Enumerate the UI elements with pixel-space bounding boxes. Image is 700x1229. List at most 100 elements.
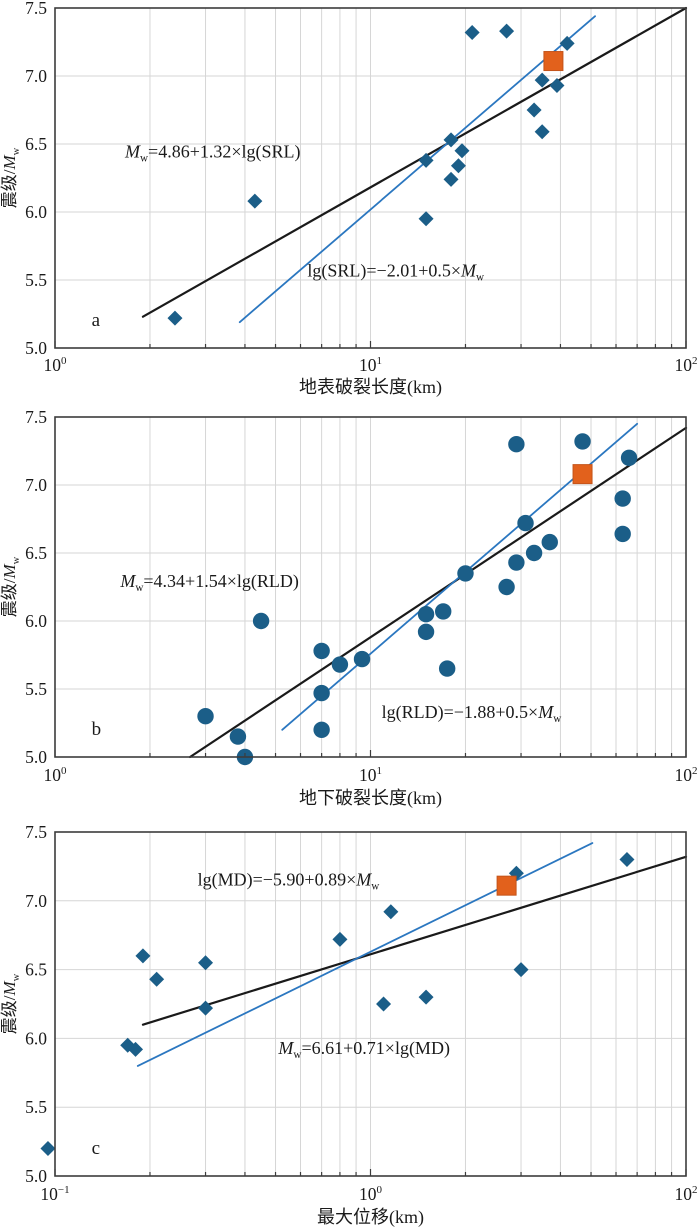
data-point-diamond: [534, 124, 550, 140]
data-points: [40, 852, 635, 1156]
y-axis-title: 震级/Mw: [0, 556, 22, 617]
x-tick-label: 101: [359, 355, 382, 375]
data-point-circle: [457, 565, 474, 582]
gridlines: [55, 832, 686, 1176]
data-point-circle: [417, 606, 435, 623]
data-point-circle: [508, 436, 525, 453]
data-point-circle: [229, 728, 247, 745]
data-point-diamond: [120, 1037, 136, 1053]
data-point-diamond: [450, 158, 466, 174]
y-tick-label: 6.5: [25, 543, 47, 563]
y-tick-label: 5.5: [25, 679, 47, 699]
data-point-diamond: [418, 152, 434, 168]
data-point-circle: [508, 554, 525, 571]
gridlines: [55, 417, 686, 757]
x-tick-label: 100: [359, 1184, 383, 1204]
panel-c-max-displacement-chart: 5.0 5.5 6.0 6.5 7.0 7.5 10−1 100 102 最大位移(km) 震级/M…: [0, 822, 698, 1228]
x-tick-label: 101: [359, 765, 382, 785]
blue-equation-annotation: lg(RLD)=−1.88+0.5×Mw: [382, 702, 562, 725]
data-point-circle: [435, 603, 452, 620]
x-axis-title: 最大位移(km): [317, 1207, 424, 1228]
blue-equation-annotation: lg(MD)=−5.90+0.89×Mw: [198, 869, 380, 892]
data-points: [167, 23, 575, 326]
data-point-circle: [313, 684, 330, 702]
data-point-circle: [525, 544, 543, 562]
y-tick-label: 5.0: [25, 1166, 47, 1186]
data-point-diamond: [454, 143, 470, 159]
panel-a-surface-rupture-chart: 5.0 5.5 6.0 6.5 7.0 7.5 100 101 102 地表破裂长度(km) 震级/…: [0, 0, 698, 398]
data-point-circle: [574, 433, 591, 450]
highlight-event-square: [543, 51, 564, 72]
x-axis-title: 地下破裂长度(km): [299, 788, 442, 809]
data-point-circle: [313, 721, 330, 738]
y-tick-label: 6.0: [25, 611, 47, 631]
y-tick-label: 7.5: [25, 407, 47, 427]
data-point-diamond: [383, 904, 399, 920]
data-point-diamond: [443, 171, 459, 187]
y-tick-label: 5.0: [25, 747, 47, 767]
x-tick-label: 102: [675, 1184, 698, 1204]
y-tick-label: 5.5: [25, 1097, 47, 1117]
data-point-circle: [417, 623, 435, 641]
data-point-circle: [197, 708, 214, 725]
black-regression-line: [141, 855, 688, 1026]
plot-frame: [54, 7, 687, 349]
black-equation-annotation: Mw=4.86+1.32×lg(SRL): [124, 142, 301, 165]
data-point-circle: [517, 514, 534, 532]
y-tick-label: 5.0: [25, 338, 47, 358]
panel-letter: b: [92, 719, 102, 740]
data-point-diamond: [499, 23, 515, 39]
data-point-diamond: [198, 1000, 214, 1016]
black-regression-line: [141, 6, 688, 318]
data-point-diamond: [534, 72, 550, 88]
y-tick-label: 7.0: [25, 475, 47, 495]
y-tick-label: 7.5: [25, 0, 47, 18]
data-point-diamond: [247, 193, 263, 209]
data-point-circle: [252, 612, 270, 630]
x-tick-label: 102: [675, 765, 698, 785]
y-tick-label: 6.5: [25, 960, 47, 980]
data-point-diamond: [40, 1140, 56, 1156]
data-point-circle: [353, 650, 371, 668]
data-point-diamond: [167, 310, 183, 326]
gridlines: [55, 8, 686, 348]
data-point-diamond: [526, 102, 542, 118]
panel-letter: a: [92, 310, 101, 331]
data-point-circle: [331, 656, 349, 673]
data-point-diamond: [559, 35, 575, 51]
black-regression-line: [188, 426, 688, 759]
data-point-circle: [498, 578, 515, 596]
blue-equation-annotation: lg(SRL)=−2.01+0.5×Mw: [307, 261, 484, 284]
x-tick-label: 10−1: [40, 1184, 69, 1204]
black-equation-annotation: Mw=4.34+1.54×lg(RLD): [119, 571, 299, 594]
y-tick-label: 6.0: [25, 202, 47, 222]
plot-frame: [54, 831, 687, 1177]
y-axis-title: 震级/Mw: [0, 147, 22, 208]
y-tick-label: 6.0: [25, 1028, 47, 1048]
data-point-diamond: [418, 211, 434, 227]
x-tick-label: 100: [44, 765, 68, 785]
panel-letter: c: [92, 1138, 100, 1159]
data-points: [197, 433, 638, 766]
data-point-circle: [313, 642, 330, 660]
y-tick-label: 6.5: [25, 134, 47, 154]
data-point-diamond: [508, 865, 524, 881]
x-axis-title: 地表破裂长度(km): [299, 377, 442, 398]
y-tick-label: 5.5: [25, 270, 47, 290]
data-point-diamond: [619, 852, 635, 868]
black-equation-annotation: Mw=6.61+0.71×lg(MD): [277, 1038, 450, 1061]
plot-frame: [54, 416, 687, 758]
data-point-circle: [620, 449, 638, 466]
y-tick-label: 7.0: [25, 891, 47, 911]
data-point-diamond: [418, 989, 434, 1005]
highlight-event-square: [572, 464, 593, 485]
panel-b-subsurface-rupture-chart: 5.0 5.5 6.0 6.5 7.0 7.5 100 101 102 地下破裂长度(km) 震级/…: [0, 407, 698, 809]
y-axis-title: 震级/Mw: [0, 973, 22, 1034]
y-tick-label: 7.0: [25, 66, 47, 86]
y-tick-label: 7.5: [25, 822, 47, 842]
data-point-circle: [541, 533, 558, 551]
data-point-diamond: [149, 971, 165, 987]
data-point-diamond: [332, 931, 348, 947]
data-point-diamond: [464, 24, 480, 40]
